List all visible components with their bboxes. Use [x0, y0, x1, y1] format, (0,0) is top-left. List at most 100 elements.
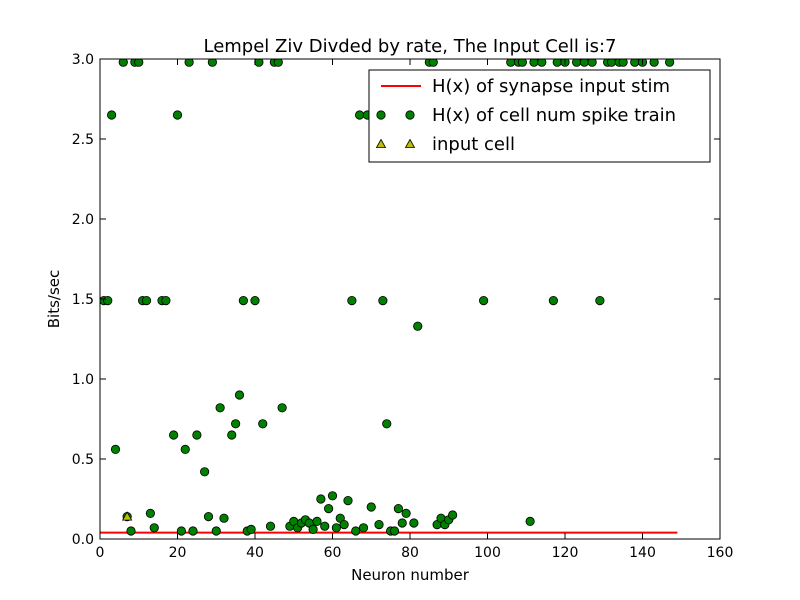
data-point-spike-train [401, 508, 411, 519]
legend-circle-swatch [405, 110, 415, 120]
legend-label: H(x) of cell num spike train [432, 105, 676, 126]
data-point-spike-train [172, 110, 183, 120]
x-tick-label: 40 [246, 545, 264, 561]
x-tick-label: 0 [96, 545, 105, 561]
legend-triangle-swatch [375, 138, 387, 148]
data-point-spike-train [211, 526, 221, 536]
data-point-spike-train [393, 503, 403, 514]
data-point-spike-train [192, 430, 202, 440]
data-point-spike-train [149, 523, 159, 533]
data-point-spike-train [176, 526, 186, 536]
data-point-spike-train [316, 494, 326, 504]
data-point-spike-train [587, 59, 597, 67]
data-point-spike-train [618, 59, 628, 67]
data-point-spike-train [548, 295, 558, 306]
data-point-spike-train [180, 444, 190, 454]
data-point-spike-train [107, 110, 117, 120]
data-point-spike-train [250, 295, 260, 306]
data-point-spike-train [397, 518, 407, 528]
x-tick-label: 100 [474, 545, 501, 561]
data-point-spike-train [227, 430, 237, 440]
y-tick-label: 2.0 [72, 212, 94, 228]
data-point-spike-train [103, 295, 113, 306]
data-point-spike-train [595, 295, 605, 306]
data-point-spike-train [537, 59, 547, 67]
legend-box [368, 69, 711, 163]
data-point-spike-train [234, 390, 245, 400]
data-point-spike-train [312, 516, 322, 527]
data-point-spike-train [184, 59, 194, 67]
data-point-spike-train [649, 59, 659, 67]
data-point-spike-train [665, 59, 675, 67]
x-tick-label: 80 [401, 545, 419, 561]
y-tick-label: 1.0 [72, 372, 94, 388]
y-tick-label: 0.5 [72, 452, 94, 468]
data-point-spike-train [231, 419, 241, 429]
data-point-spike-train [215, 403, 225, 413]
legend: H(x) of synapse input stim H(x) of cell n… [368, 69, 711, 163]
y-tick-label: 3.0 [72, 52, 94, 68]
y-axis-label: Bits/sec [45, 270, 63, 329]
data-point-spike-train [413, 321, 423, 331]
data-point-spike-train [219, 513, 229, 523]
data-point-spike-train [382, 419, 392, 429]
x-tick-label: 160 [707, 545, 734, 561]
data-point-spike-train [351, 526, 361, 536]
axes: 0 20 40 60 80 100 120 140 160 0.0 0.5 1.0 1.5 2.0 2.5 3… [72, 52, 734, 561]
legend-circle-swatch [376, 110, 386, 120]
y-tick-label: 0.0 [72, 532, 94, 548]
data-point-spike-train [203, 511, 214, 522]
data-point-spike-train [324, 503, 334, 514]
data-point-spike-train [327, 491, 338, 501]
plot-area [100, 59, 678, 536]
data-point-spike-train [358, 523, 369, 533]
data-point-spike-train [409, 518, 419, 528]
plot-marks [100, 59, 678, 536]
data-point-spike-train [118, 59, 128, 67]
data-point-spike-train [525, 516, 535, 527]
x-tick-label: 60 [324, 545, 342, 561]
data-point-spike-train [273, 59, 283, 67]
data-point-spike-train [374, 519, 384, 530]
data-point-spike-train [134, 59, 144, 67]
data-point-spike-train [378, 295, 388, 306]
data-point-spike-train [161, 295, 171, 306]
data-point-spike-train [448, 510, 458, 520]
legend-label: H(x) of synapse input stim [432, 76, 670, 97]
data-point-spike-train [389, 526, 400, 536]
x-tick-label: 140 [629, 545, 656, 561]
data-point-spike-train [110, 444, 121, 454]
data-point-input-cell [121, 511, 133, 521]
data-point-spike-train [347, 295, 357, 306]
data-point-spike-train [343, 495, 353, 506]
data-point-spike-train [428, 59, 438, 67]
data-point-spike-train [355, 110, 365, 120]
x-tick-label: 20 [169, 545, 187, 561]
data-point-spike-train [126, 526, 136, 536]
data-point-spike-train [479, 295, 489, 306]
data-point-spike-train [169, 430, 179, 440]
data-point-spike-train [308, 524, 318, 535]
data-point-spike-train [339, 519, 349, 530]
x-axis-label: Neuron number [351, 566, 470, 584]
x-tick-label: 120 [552, 545, 579, 561]
data-point-spike-train [277, 403, 287, 413]
data-point-spike-train [238, 295, 248, 306]
legend-triangle-swatch [404, 138, 416, 148]
y-tick-label: 2.5 [72, 132, 94, 148]
y-tick-label: 1.5 [72, 292, 94, 308]
data-point-spike-train [141, 295, 152, 306]
legend-label: input cell [432, 134, 515, 155]
data-point-spike-train [200, 467, 210, 477]
data-point-spike-train [320, 521, 330, 531]
data-point-spike-train [145, 508, 155, 519]
data-point-spike-train [366, 502, 376, 512]
chart-title: Lempel Ziv Divded by rate, The Input Cel… [203, 36, 616, 57]
data-point-spike-train [265, 521, 276, 531]
data-point-spike-train [517, 59, 527, 67]
data-point-spike-train [207, 59, 217, 67]
data-point-spike-train [188, 526, 198, 536]
data-point-spike-train [258, 419, 268, 429]
data-point-spike-train [331, 523, 341, 533]
